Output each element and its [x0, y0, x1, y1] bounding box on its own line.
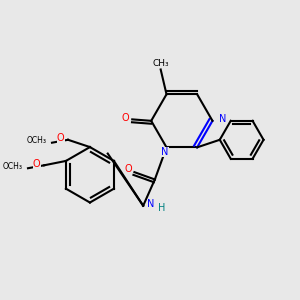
Text: O: O — [33, 159, 40, 169]
Text: O: O — [122, 113, 130, 123]
Text: H: H — [158, 203, 166, 213]
Text: OCH₃: OCH₃ — [2, 162, 22, 171]
Text: N: N — [219, 114, 226, 124]
Text: OCH₃: OCH₃ — [26, 136, 46, 146]
Text: N: N — [161, 147, 169, 157]
Text: CH₃: CH₃ — [152, 58, 169, 68]
Text: N: N — [147, 199, 154, 209]
Text: O: O — [57, 133, 64, 143]
Text: O: O — [125, 164, 132, 174]
